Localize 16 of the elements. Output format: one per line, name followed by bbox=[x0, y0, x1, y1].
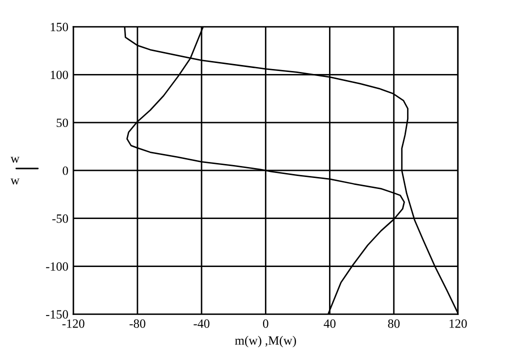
x-tick-label: -40 bbox=[194, 319, 210, 328]
y-tick-label: 100 bbox=[50, 70, 68, 80]
x-tick-label: 0 bbox=[263, 319, 268, 328]
x-axis-title: m(w) ,M(w) bbox=[235, 336, 296, 348]
y-tick-label: -100 bbox=[46, 262, 68, 271]
x-tick-label: 40 bbox=[324, 319, 336, 328]
x-tick-label: -80 bbox=[130, 319, 146, 328]
x-tick-label: -120 bbox=[62, 319, 84, 328]
text: w w bbox=[10, 156, 20, 184]
y-tick-label: 150 bbox=[50, 22, 68, 32]
x-tick-label: 120 bbox=[450, 319, 467, 328]
x-tick-label: 80 bbox=[388, 319, 400, 328]
y-tick-label: 0 bbox=[62, 166, 68, 175]
y-tick-label: 50 bbox=[56, 118, 68, 128]
y-tick-label: -150 bbox=[46, 310, 68, 319]
y-tick-label: -50 bbox=[52, 214, 68, 223]
